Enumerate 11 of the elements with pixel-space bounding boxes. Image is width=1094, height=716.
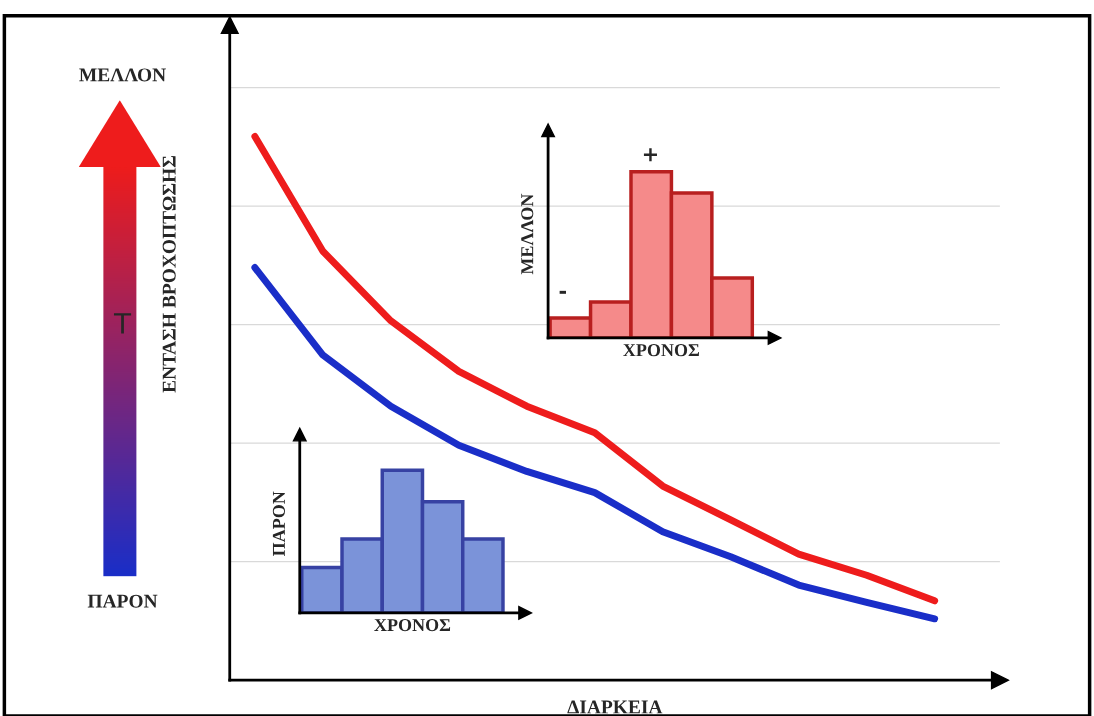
text: ΜΕΛΛΟΝ — [79, 68, 166, 82]
text: ΠΑΡΟΝ — [87, 594, 158, 608]
annotation: + — [643, 148, 657, 162]
x-axis-title: ΔΙΑΡΚΕΙΑ — [567, 700, 663, 714]
x-axis-title: ΧΡΟΝΟΣ — [374, 619, 451, 632]
annotation: - — [559, 290, 567, 294]
y-axis-title: ΕΝΤΑΣΗ ΒΡΟΧΟΠΤΩΣΗΣ — [162, 156, 176, 393]
y-axis-title: ΠΑΡΟΝ — [272, 491, 285, 556]
y-axis-title: ΜΕΛΛΟΝ — [521, 193, 534, 275]
x-axis-title: ΧΡΟΝΟΣ — [623, 344, 699, 357]
text: T — [113, 313, 132, 334]
